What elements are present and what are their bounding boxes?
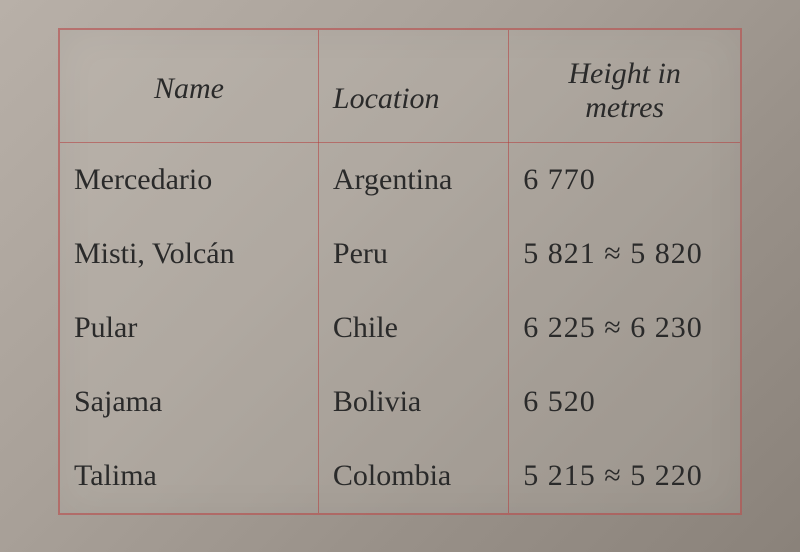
cell-location: Bolivia (318, 365, 508, 439)
table-row: Pular Chile 6 225 ≈ 6 230 (60, 291, 740, 365)
col-header-height-line1: Height in (568, 57, 681, 90)
cell-height: 6 520 (509, 365, 740, 439)
col-header-height: Height in metres (509, 30, 740, 143)
table-row: Mercedario Argentina 6 770 (60, 143, 740, 218)
cell-location: Colombia (318, 439, 508, 513)
mountains-table-container: Name Location Height in metres Mercedari… (58, 28, 742, 515)
cell-location: Peru (318, 217, 508, 291)
cell-name: Mercedario (60, 143, 318, 218)
table-row: Talima Colombia 5 215 ≈ 5 220 (60, 439, 740, 513)
col-header-height-line2: metres (585, 91, 664, 124)
table-body: Mercedario Argentina 6 770 Misti, Volcán… (60, 143, 740, 514)
cell-location: Chile (318, 291, 508, 365)
table-row: Sajama Bolivia 6 520 (60, 365, 740, 439)
col-header-name: Name (60, 30, 318, 143)
cell-height: 6 770 (509, 143, 740, 218)
table-row: Misti, Volcán Peru 5 821 ≈ 5 820 (60, 217, 740, 291)
cell-location: Argentina (318, 143, 508, 218)
mountains-table: Name Location Height in metres Mercedari… (60, 30, 740, 513)
cell-name: Misti, Volcán (60, 217, 318, 291)
cell-name: Sajama (60, 365, 318, 439)
cell-height: 5 821 ≈ 5 820 (509, 217, 740, 291)
cell-height: 6 225 ≈ 6 230 (509, 291, 740, 365)
col-header-location: Location (318, 30, 508, 143)
cell-name: Pular (60, 291, 318, 365)
cell-height: 5 215 ≈ 5 220 (509, 439, 740, 513)
cell-name: Talima (60, 439, 318, 513)
table-header: Name Location Height in metres (60, 30, 740, 143)
